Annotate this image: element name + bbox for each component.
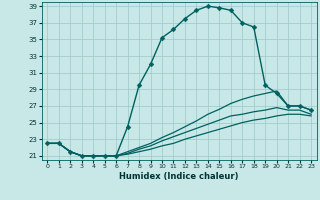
X-axis label: Humidex (Indice chaleur): Humidex (Indice chaleur): [119, 172, 239, 181]
